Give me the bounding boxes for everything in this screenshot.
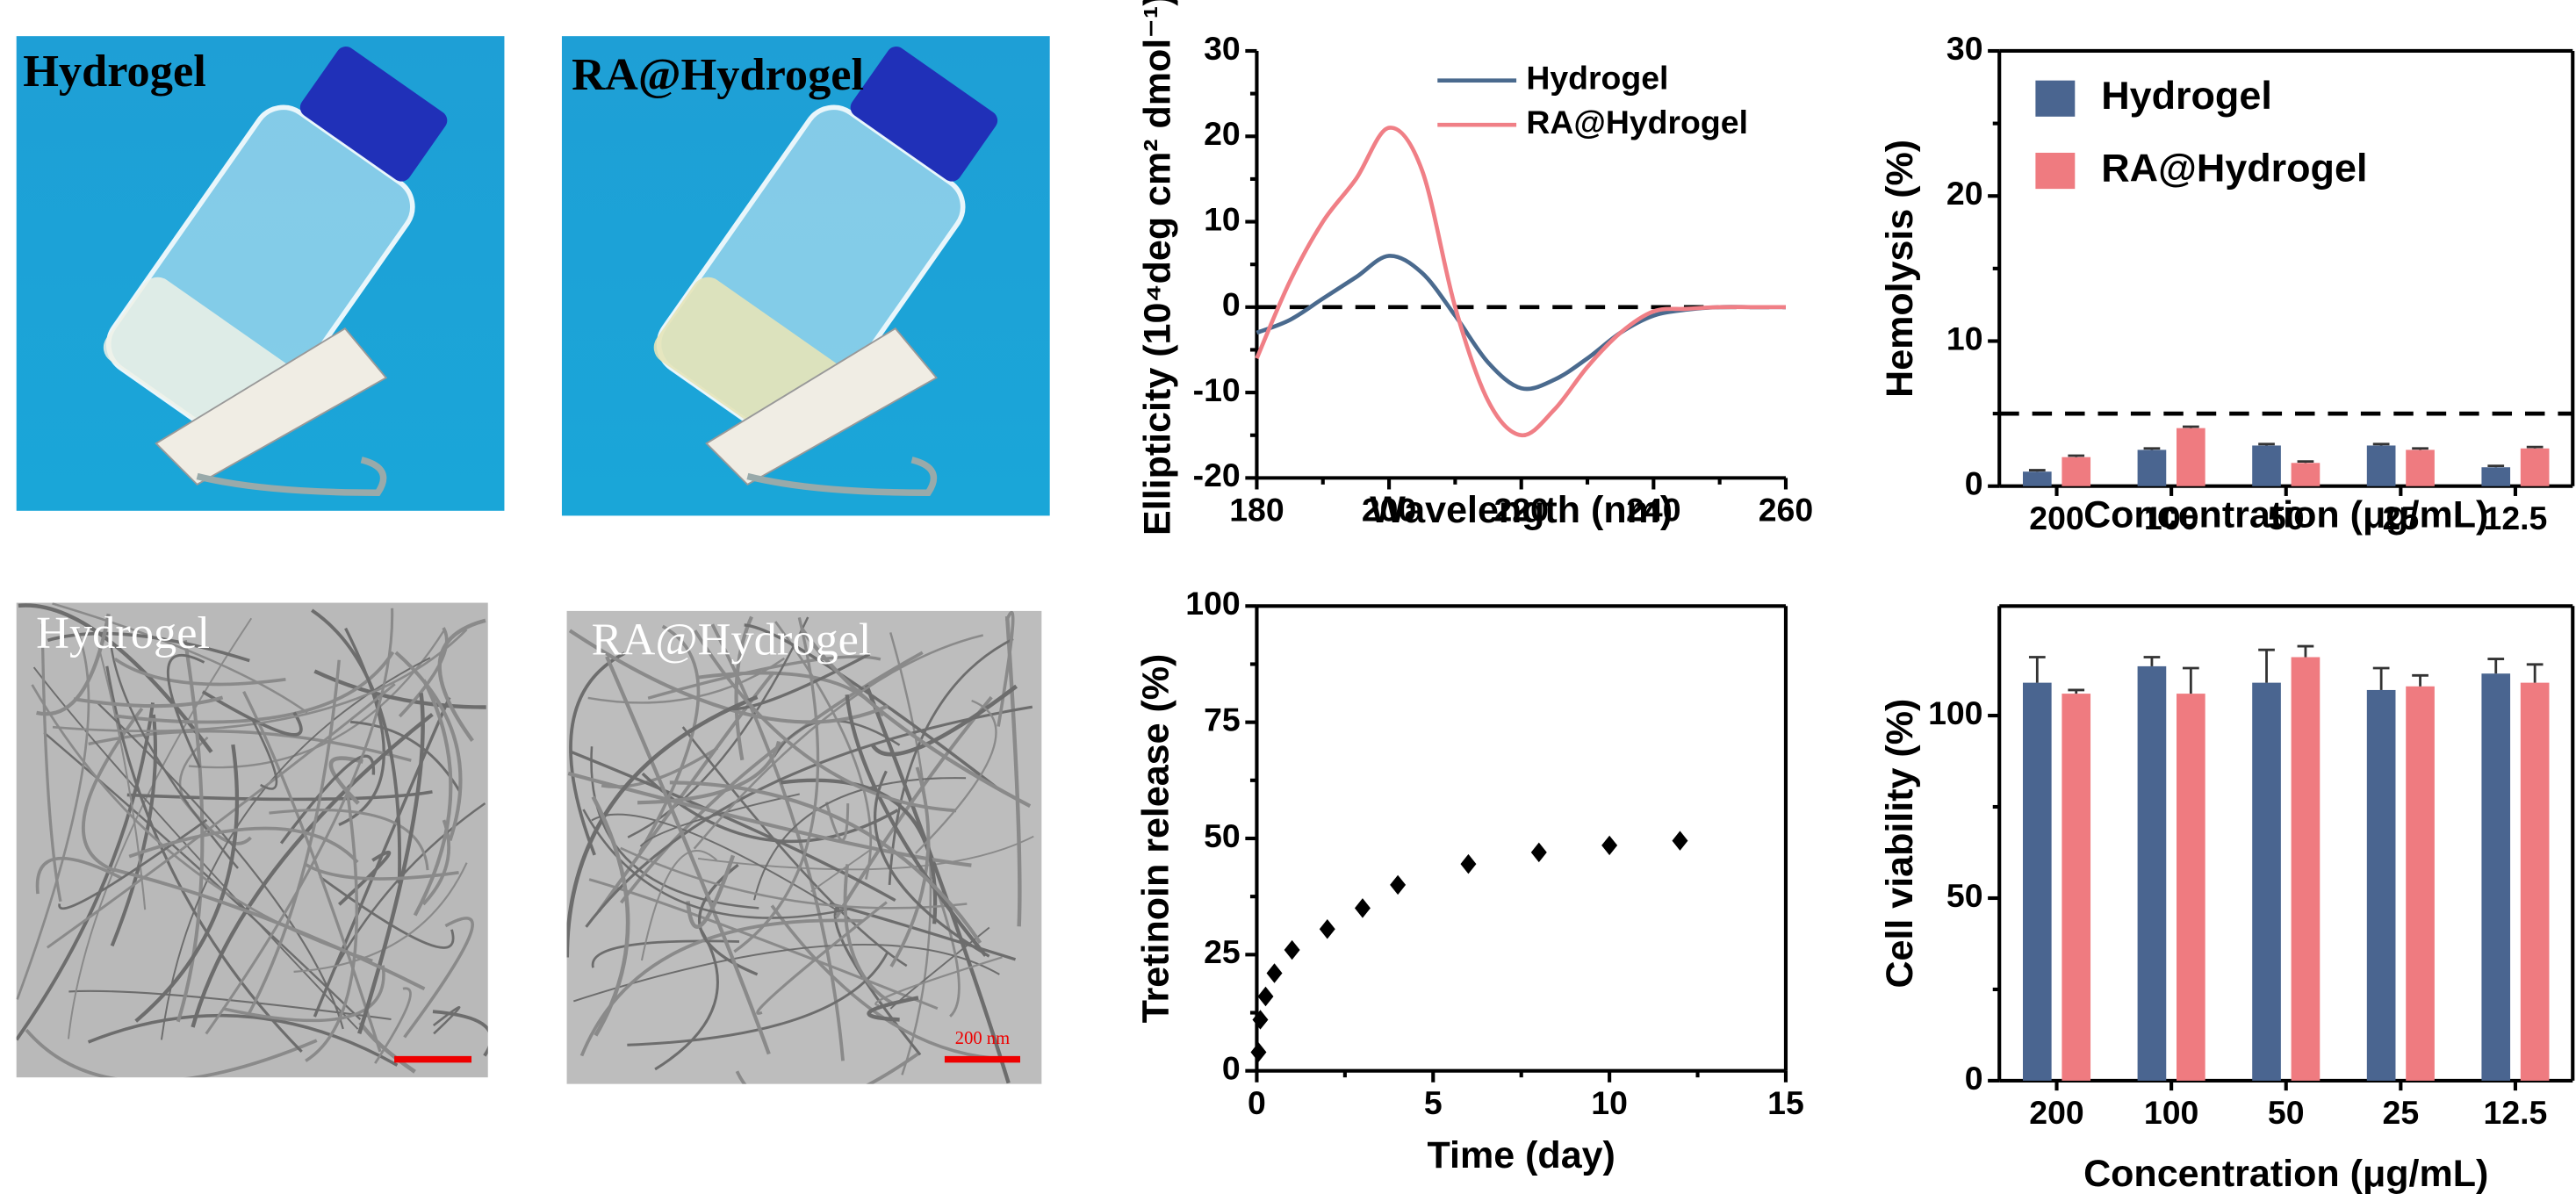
chart: 0 50 100 200 100 50 25 12.5 Concentration (μg/mL… [1879,606,2572,1194]
bar [2367,445,2396,486]
legend-label: Hydrogel [1526,60,1668,97]
tem-bg [567,611,1042,1084]
y-tick-label: 75 [1204,701,1241,738]
photo-label: RA@Hydrogel [572,49,864,100]
bar [2062,694,2090,1081]
figure: Hydrogel RA@Hydrogel Hydrogel RA@Hydroge… [0,0,2576,1194]
scale-label: 200 nm [955,1029,1010,1048]
y-tick-label: 0 [1965,465,1983,502]
line [1256,255,1786,389]
y-axis-label: Hemolysis (%) [1879,140,1921,398]
y-tick-label: 30 [1204,30,1241,67]
photo: Hydrogel [17,29,505,511]
bar [2521,683,2550,1081]
marker [1320,919,1335,939]
y-tick-label: 50 [1946,877,1983,914]
y-tick-label: 0 [1222,286,1241,323]
marker [1284,940,1300,960]
chart: 0102030200100502512.5Concentration (μg/m… [1879,30,2572,536]
bar [2138,666,2167,1081]
photo: RA@Hydrogel [562,29,1050,516]
bar [2481,467,2510,486]
bar [2177,428,2205,486]
x-tick-label: 200 [2029,500,2083,536]
y-tick-label: 50 [1204,817,1241,854]
bar [2252,445,2281,486]
x-tick-label: 180 [1229,492,1284,529]
y-axis-label: Tretinoin release (%) [1135,654,1177,1024]
x-axis-label: Concentration (μg/mL) [2083,494,2488,536]
bar [2062,457,2090,486]
bar [2177,694,2205,1081]
marker [1258,987,1274,1006]
x-axis-label: Concentration (μg/mL) [2083,1153,2488,1194]
x-axis-label: Time (day) [1428,1134,1615,1176]
photo-label: Hydrogel [23,46,206,97]
x-tick-label: 50 [2268,1094,2305,1131]
x-tick-label: 12.5 [2484,500,2548,536]
y-tick-label: 0 [1222,1050,1241,1087]
y-tick-label: 30 [1946,30,1983,67]
x-axis-label: Wavelength (nm) [1370,489,1673,531]
tem-image [17,603,492,1082]
bar [2292,658,2321,1081]
bar [2138,450,2167,486]
y-tick-label: 20 [1946,175,1983,212]
marker [1460,854,1476,874]
marker [1355,898,1371,917]
x-tick-label: 15 [1767,1084,1804,1121]
y-tick-label: 20 [1204,115,1241,152]
y-tick-label: 100 [1185,585,1240,622]
legend-label: RA@Hydrogel [1526,104,1748,140]
y-tick-label: 25 [1204,933,1241,970]
legend-label: Hydrogel [2101,73,2272,118]
x-tick-label: 10 [1591,1084,1628,1121]
bar [2292,463,2321,486]
bar [2023,471,2052,486]
bar [2023,683,2052,1081]
bar [2481,673,2510,1081]
x-tick-label: 100 [2144,1094,2198,1131]
marker [1267,963,1283,982]
chart: 0 25 50 75 100 0 5 10 15 Time (day) Tretinoin rele… [1135,585,1804,1176]
marker [1672,831,1687,850]
y-tick-label: -10 [1193,371,1241,408]
x-tick-label: 25 [2383,1094,2420,1131]
x-tick-label: 200 [2029,1094,2083,1131]
bar [2406,687,2435,1081]
bar [2252,683,2281,1081]
legend-swatch [2035,153,2075,189]
x-tick-label: 12.5 [2484,1094,2548,1131]
tem-label: Hydrogel [36,608,210,658]
bar [2406,450,2435,486]
bar [2367,690,2396,1081]
y-axis-label: Ellipticity (10⁴deg cm² dmol⁻¹) [1136,0,1178,536]
tem-label: RA@Hydrogel [592,614,872,665]
legend-swatch [2035,81,2075,117]
y-tick-label: 10 [1946,320,1983,356]
x-tick-label: 0 [1248,1084,1266,1121]
marker [1390,875,1406,895]
y-tick-label: 10 [1204,200,1241,237]
x-tick-label: 5 [1424,1084,1443,1121]
marker [1250,1042,1266,1061]
marker [1531,843,1547,862]
legend-label: RA@Hydrogel [2101,145,2367,190]
y-tick-label: 0 [1965,1060,1983,1097]
y-axis-label: Cell viability (%) [1879,699,1921,989]
bar [2521,449,2550,486]
x-tick-label: 260 [1759,492,1813,529]
marker [1601,836,1617,855]
y-tick-label: 100 [1928,694,1982,731]
y-tick-label: -20 [1193,457,1241,493]
